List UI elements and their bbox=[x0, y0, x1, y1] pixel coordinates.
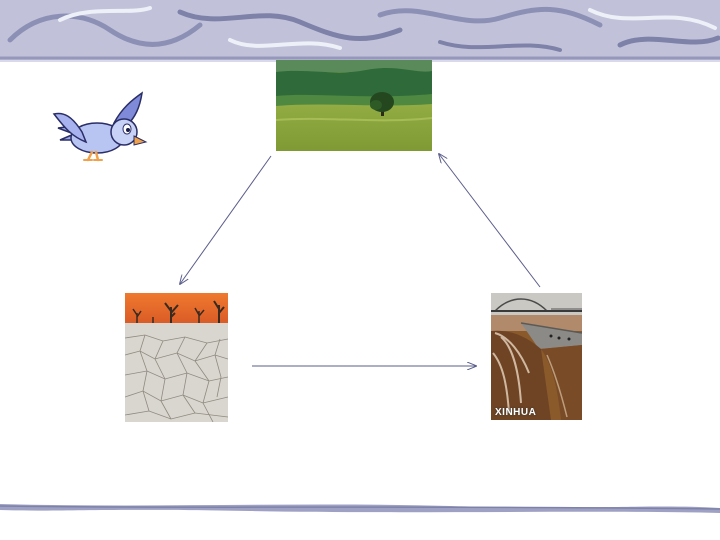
cartoon-bird-icon bbox=[52, 91, 148, 162]
cracked-desert-photo bbox=[125, 293, 228, 422]
photo-watermark: XINHUA bbox=[495, 407, 537, 418]
grassland-photo bbox=[276, 60, 432, 151]
bottom-decorative-stripe bbox=[0, 504, 720, 513]
arrow-flood-to-grassland bbox=[439, 154, 541, 288]
flood-photo: XINHUA bbox=[491, 293, 582, 420]
arrow-grassland-to-desert bbox=[180, 155, 272, 284]
top-decorative-banner bbox=[0, 0, 720, 62]
